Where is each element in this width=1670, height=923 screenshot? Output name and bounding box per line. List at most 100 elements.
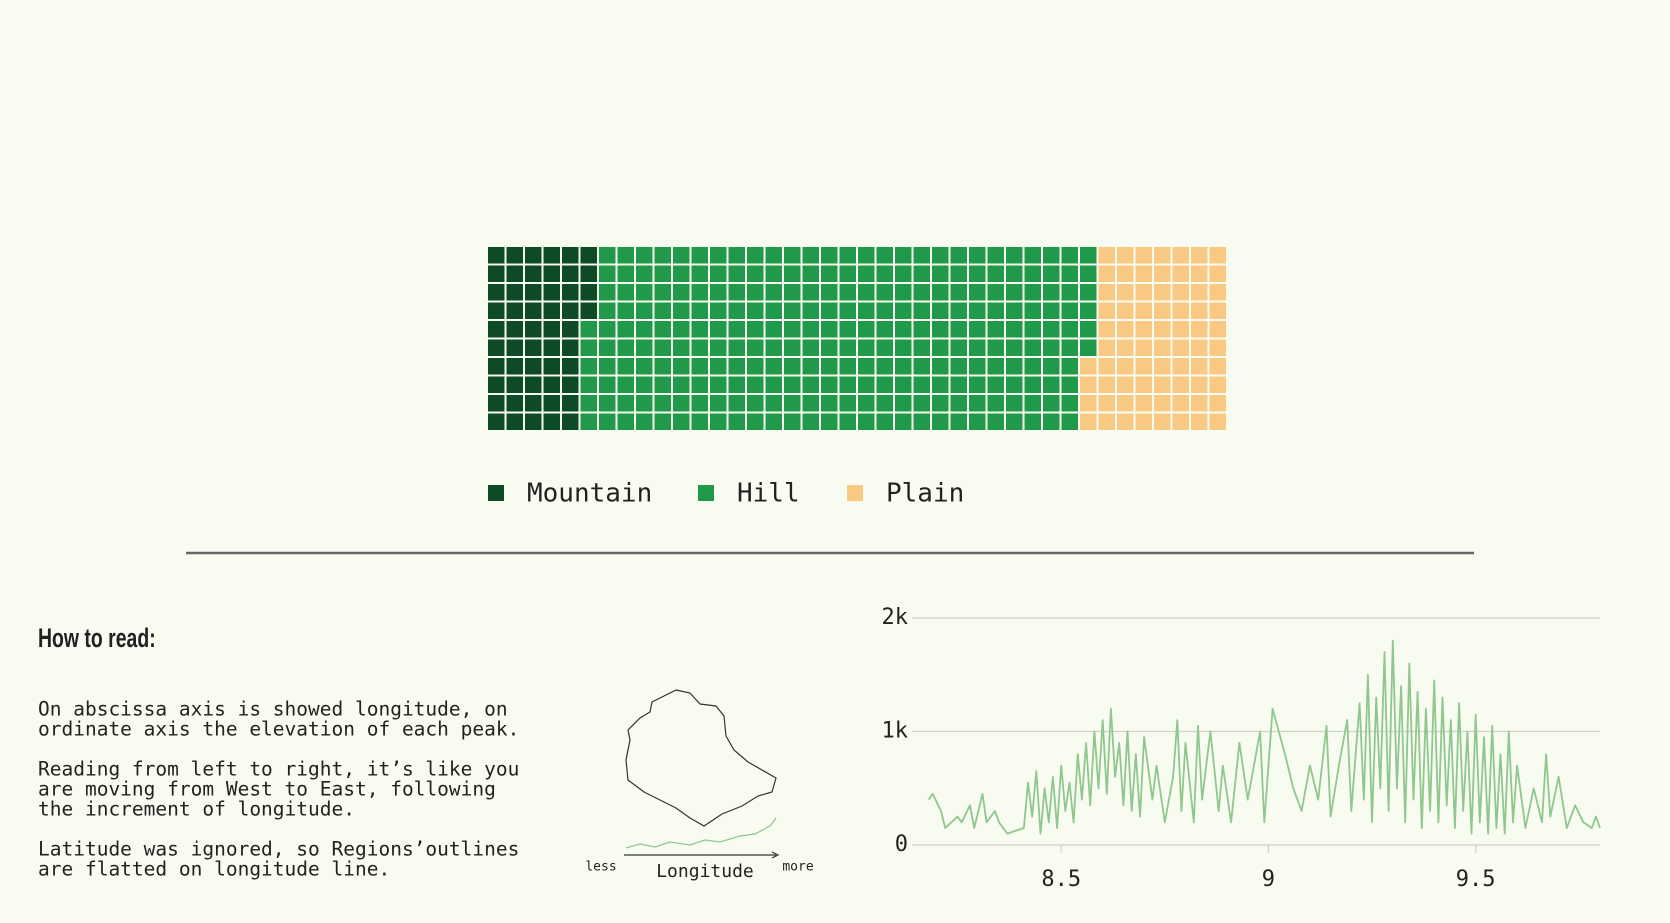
inset-more: more (782, 860, 813, 875)
inset-axis-label: Longitude (656, 861, 754, 882)
waffle-cell (747, 376, 764, 393)
waffle-cell (673, 247, 690, 264)
waffle-cell (802, 321, 819, 338)
waffle-cell (691, 247, 708, 264)
waffle-cell (765, 339, 782, 356)
waffle-cell (858, 321, 875, 338)
waffle-cell (1006, 321, 1023, 338)
waffle-cell (617, 247, 634, 264)
waffle-cell (728, 302, 745, 319)
waffle-cell (543, 284, 560, 301)
waffle-cell (913, 413, 930, 430)
paragraph-line: Latitude was ignored, so Regions’outline… (38, 838, 519, 861)
waffle-cell (987, 247, 1004, 264)
waffle-cell (876, 302, 893, 319)
waffle-cell (1098, 302, 1115, 319)
waffle-cell (1172, 321, 1189, 338)
waffle-cell (784, 376, 801, 393)
paragraph-line: ordinate axis the elevation of each peak… (38, 718, 519, 741)
legend-swatch (847, 485, 863, 501)
waffle-cell (1024, 358, 1041, 375)
waffle-cell (488, 247, 505, 264)
waffle-cell (617, 339, 634, 356)
waffle-cell (506, 247, 523, 264)
waffle-cell (562, 284, 579, 301)
waffle-cell (1154, 247, 1171, 264)
waffle-cell (525, 265, 542, 282)
waffle-cell (747, 284, 764, 301)
waffle-cell (1117, 339, 1134, 356)
waffle-cell (1191, 376, 1208, 393)
waffle-cell (488, 265, 505, 282)
x-tick-label: 9.5 (1456, 867, 1496, 892)
waffle-cell (839, 284, 856, 301)
waffle-cell (784, 358, 801, 375)
waffle-cell (562, 247, 579, 264)
waffle-cell (691, 395, 708, 412)
waffle-cell (599, 247, 616, 264)
waffle-cell (1117, 358, 1134, 375)
waffle-cell (654, 358, 671, 375)
waffle-cell (747, 413, 764, 430)
waffle-cell (913, 339, 930, 356)
waffle-cell (525, 339, 542, 356)
waffle-cell (821, 376, 838, 393)
waffle-cell (876, 358, 893, 375)
waffle-cell (1098, 376, 1115, 393)
waffle-cell (488, 413, 505, 430)
elevation-line (927, 639, 1601, 835)
waffle-cell (710, 413, 727, 430)
waffle-cell (543, 395, 560, 412)
waffle-cell (1043, 302, 1060, 319)
waffle-cell (858, 395, 875, 412)
waffle-cell (506, 302, 523, 319)
waffle-cell (876, 247, 893, 264)
waffle-cell (728, 358, 745, 375)
waffle-cell (1117, 247, 1134, 264)
waffle-cell (950, 265, 967, 282)
waffle-cell (1006, 395, 1023, 412)
waffle-cell (1043, 358, 1060, 375)
waffle-cell (839, 339, 856, 356)
waffle-cell (802, 339, 819, 356)
waffle-cell (525, 247, 542, 264)
waffle-cell (488, 284, 505, 301)
inset-arrow (771, 851, 780, 859)
waffle-cell (913, 247, 930, 264)
waffle-cell (802, 247, 819, 264)
waffle-cell (580, 376, 597, 393)
waffle-cell (1006, 339, 1023, 356)
waffle-cell (691, 284, 708, 301)
waffle-cell (1043, 395, 1060, 412)
waffle-cell (765, 265, 782, 282)
waffle-cell (1043, 321, 1060, 338)
waffle-cell (839, 321, 856, 338)
waffle-cell (691, 413, 708, 430)
waffle-cell (543, 376, 560, 393)
waffle-cell (802, 302, 819, 319)
waffle-cell (580, 321, 597, 338)
waffle-cell (969, 265, 986, 282)
waffle-cell (1209, 247, 1226, 264)
waffle-cell (525, 376, 542, 393)
waffle-cell (821, 339, 838, 356)
waffle-cell (710, 376, 727, 393)
waffle-cell (562, 358, 579, 375)
waffle-cell (969, 376, 986, 393)
waffle-cell (1006, 284, 1023, 301)
waffle-cell (784, 395, 801, 412)
waffle-cell (913, 321, 930, 338)
waffle-cell (506, 284, 523, 301)
waffle-cell (710, 284, 727, 301)
waffle-cell (636, 302, 653, 319)
waffle-cell (969, 284, 986, 301)
waffle-cell (506, 395, 523, 412)
waffle-cell (543, 321, 560, 338)
waffle-cell (784, 265, 801, 282)
waffle-cell (932, 302, 949, 319)
waffle-cell (636, 413, 653, 430)
waffle-cell (839, 358, 856, 375)
waffle-cell (1154, 302, 1171, 319)
waffle-cell (1172, 395, 1189, 412)
waffle-cell (599, 339, 616, 356)
